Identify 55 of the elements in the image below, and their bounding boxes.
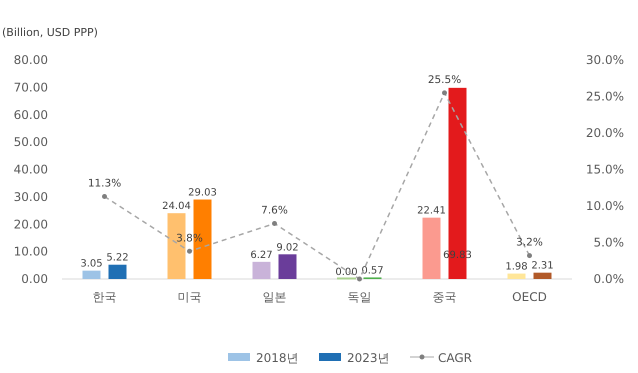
point: [442, 90, 447, 96]
y2-tick-label: 15.0%: [586, 162, 624, 176]
data-label: 3.05: [80, 258, 103, 270]
data-label: 1.98: [505, 262, 528, 273]
data-label: 25.5%: [428, 74, 462, 86]
y-tick-label: 30.00: [14, 190, 48, 204]
y-tick-label: 60.00: [14, 108, 48, 122]
data-label: 24.04: [162, 201, 191, 212]
point: [187, 248, 192, 254]
bar: [252, 262, 270, 279]
bar: [82, 270, 100, 279]
y-tick-label: 10.00: [14, 244, 48, 259]
y-tick-label: 70.00: [14, 80, 48, 94]
x-tick-label: 중국: [432, 290, 456, 304]
x-tick-label: 미국: [178, 290, 202, 304]
y2-tick-label: 0.0%: [594, 272, 624, 286]
y-tick-label: 80.00: [14, 53, 48, 67]
bar: [508, 274, 526, 279]
y2-tick-label: 25.0%: [586, 90, 624, 104]
data-label: 7.6%: [261, 204, 288, 217]
y-tick-label: 40.00: [14, 162, 48, 176]
data-label: 9.02: [276, 242, 299, 254]
x-tick-label: 일본: [262, 290, 286, 304]
y-axis-title: (Billion, USD PPP): [2, 26, 98, 39]
y2-tick-label: 10.0%: [586, 199, 624, 213]
data-label: 6.27: [250, 250, 273, 261]
point: [357, 276, 362, 282]
point: [527, 253, 532, 258]
data-label: 11.3%: [88, 178, 122, 190]
y2-tick-label: 5.0%: [594, 236, 624, 250]
data-label: 5.22: [106, 252, 129, 264]
x-tick-label: OECD: [512, 290, 547, 304]
bar: [278, 254, 296, 279]
data-label: 3.8%: [176, 232, 203, 244]
legend-label: 2023년: [347, 351, 390, 365]
data-label: 0.57: [361, 265, 384, 276]
point: [272, 221, 277, 226]
data-label: 22.41: [417, 206, 446, 217]
data-label: 3.2%: [516, 236, 543, 249]
point: [102, 194, 107, 200]
bar: [108, 264, 126, 279]
x-tick-label: 독일: [348, 290, 372, 304]
data-label: 29.03: [188, 188, 217, 199]
bar: [534, 272, 552, 279]
bar: [422, 218, 440, 279]
y2-tick-label: 30.0%: [586, 53, 624, 67]
x-tick-label: 한국: [92, 290, 116, 304]
legend-label: 2018년: [256, 351, 299, 365]
y2-tick-label: 20.0%: [586, 126, 624, 140]
y-tick-label: 20.00: [14, 217, 48, 232]
y-tick-label: 0.00: [21, 272, 48, 286]
y-tick-label: 50.00: [14, 135, 48, 150]
data-label: 0.00: [335, 267, 358, 278]
data-label: 2.31: [531, 260, 554, 272]
legend-label: CAGR: [438, 351, 472, 365]
